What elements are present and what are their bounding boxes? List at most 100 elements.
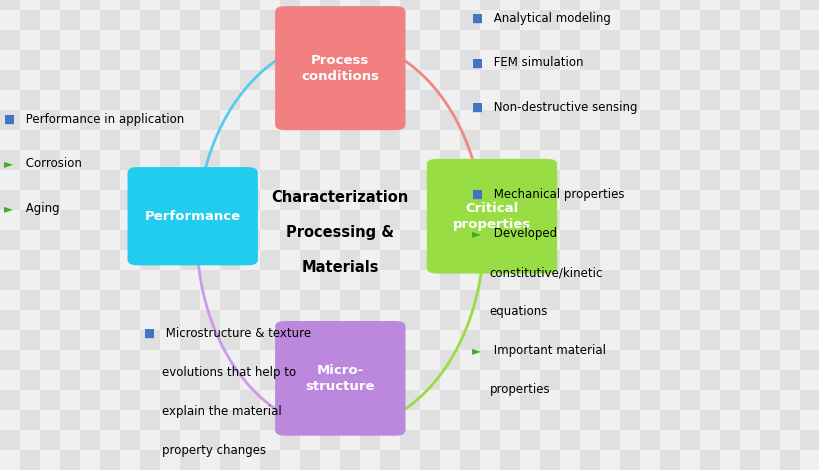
Bar <box>419 90 440 110</box>
Bar <box>679 410 699 430</box>
Bar <box>80 10 100 30</box>
Bar <box>779 110 799 130</box>
Bar <box>479 170 500 190</box>
Text: Performance in application: Performance in application <box>22 113 184 126</box>
Bar <box>579 330 600 350</box>
Bar <box>340 250 360 270</box>
Bar <box>759 10 779 30</box>
Bar <box>579 430 600 450</box>
Bar <box>679 250 699 270</box>
Bar <box>540 330 559 350</box>
Bar <box>80 270 100 290</box>
Bar <box>300 290 319 310</box>
Bar <box>40 450 60 470</box>
Bar <box>340 130 360 150</box>
Text: Mechanical properties: Mechanical properties <box>489 188 623 201</box>
Bar <box>20 310 40 330</box>
Bar <box>500 210 519 230</box>
Bar <box>0 230 20 250</box>
Bar <box>759 290 779 310</box>
Bar <box>540 10 559 30</box>
Bar <box>240 290 260 310</box>
Bar <box>340 70 360 90</box>
Bar <box>379 50 400 70</box>
Text: Analytical modeling: Analytical modeling <box>489 12 609 25</box>
Bar <box>260 290 279 310</box>
Bar <box>120 130 140 150</box>
Bar <box>300 170 319 190</box>
Bar <box>679 390 699 410</box>
Bar <box>40 170 60 190</box>
Bar <box>699 150 719 170</box>
Bar <box>419 390 440 410</box>
Bar <box>500 30 519 50</box>
Bar <box>519 10 540 30</box>
Bar <box>479 130 500 150</box>
Bar <box>600 190 619 210</box>
Bar <box>140 330 160 350</box>
Bar <box>759 0 779 10</box>
Bar <box>500 230 519 250</box>
Bar <box>799 50 819 70</box>
Bar <box>479 350 500 370</box>
Bar <box>319 110 340 130</box>
Bar <box>379 450 400 470</box>
Bar <box>719 210 739 230</box>
Bar <box>400 430 419 450</box>
Bar <box>180 0 200 10</box>
Bar <box>719 170 739 190</box>
Bar <box>440 290 459 310</box>
Bar <box>100 90 120 110</box>
Bar <box>260 50 279 70</box>
Bar <box>200 0 219 10</box>
Text: evolutions that help to: evolutions that help to <box>161 366 296 379</box>
Bar <box>459 350 479 370</box>
Bar <box>40 190 60 210</box>
Bar <box>419 190 440 210</box>
Bar <box>100 330 120 350</box>
Bar <box>719 230 739 250</box>
Bar <box>180 310 200 330</box>
Bar <box>799 330 819 350</box>
Bar <box>379 170 400 190</box>
Bar <box>120 50 140 70</box>
Bar <box>440 170 459 190</box>
Bar <box>60 290 80 310</box>
Bar <box>0 0 20 10</box>
Bar <box>0 210 20 230</box>
Bar <box>519 210 540 230</box>
Bar <box>200 450 219 470</box>
Bar <box>719 350 739 370</box>
Bar <box>400 70 419 90</box>
Bar <box>619 90 639 110</box>
Bar <box>340 10 360 30</box>
Bar <box>619 30 639 50</box>
Bar <box>40 90 60 110</box>
Bar <box>479 150 500 170</box>
Bar <box>260 450 279 470</box>
Bar <box>160 150 180 170</box>
Bar <box>559 190 579 210</box>
Bar <box>459 390 479 410</box>
Bar <box>80 350 100 370</box>
Bar <box>719 250 739 270</box>
Bar <box>300 350 319 370</box>
Bar <box>160 90 180 110</box>
Bar <box>140 0 160 10</box>
Bar <box>719 150 739 170</box>
Bar <box>440 330 459 350</box>
Bar <box>200 270 219 290</box>
Bar <box>540 110 559 130</box>
Bar <box>100 410 120 430</box>
Bar <box>419 170 440 190</box>
Bar <box>100 50 120 70</box>
Bar <box>440 110 459 130</box>
Bar <box>739 290 759 310</box>
Bar <box>300 410 319 430</box>
Bar <box>80 390 100 410</box>
Bar <box>200 190 219 210</box>
Bar <box>659 70 679 90</box>
Bar <box>739 50 759 70</box>
Bar <box>180 150 200 170</box>
Bar <box>679 150 699 170</box>
